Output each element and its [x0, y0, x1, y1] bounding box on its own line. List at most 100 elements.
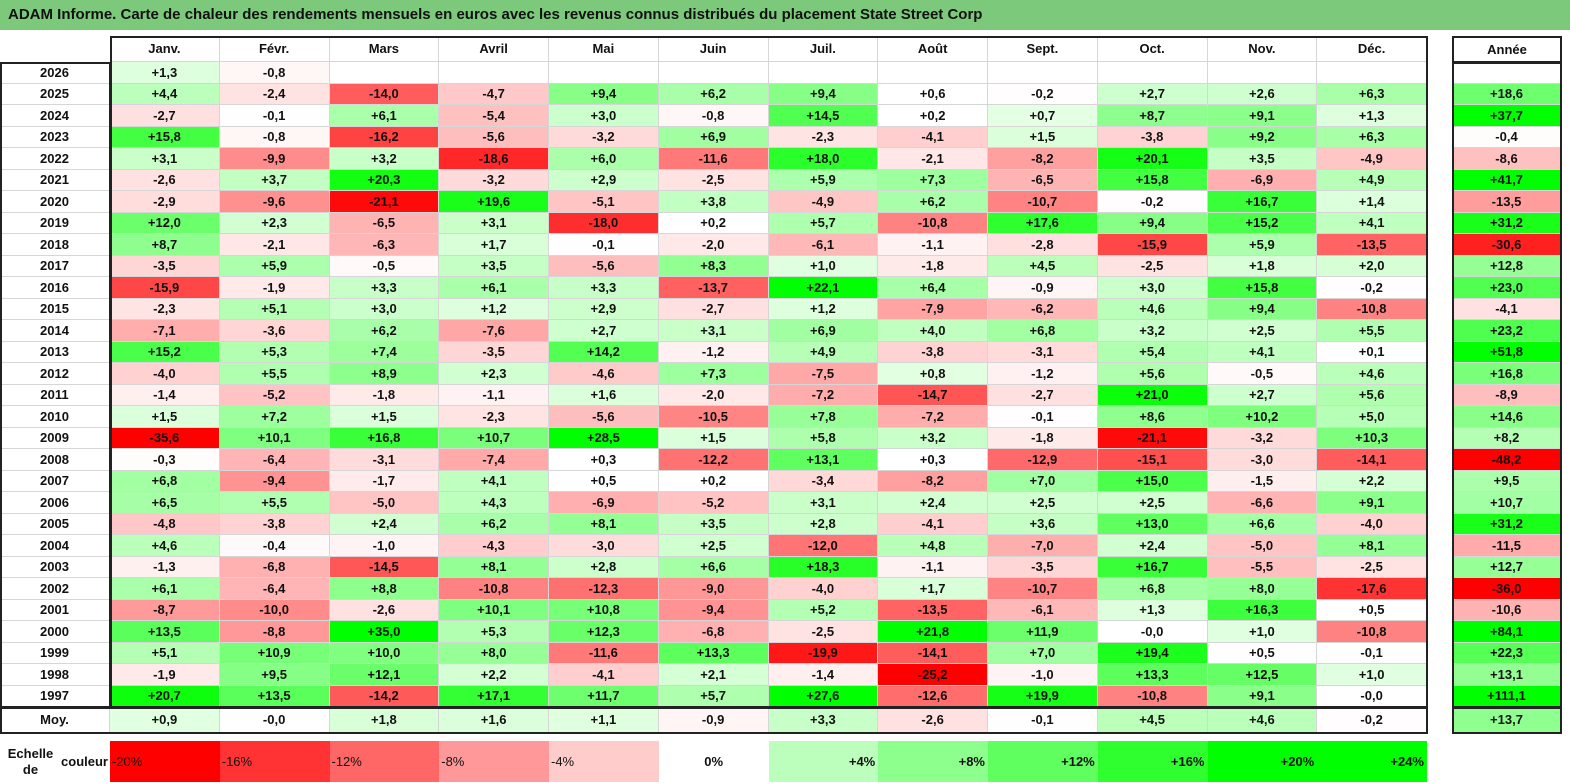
heatmap-cell: +1,7 — [439, 234, 549, 256]
heatmap-cell: -0,0 — [1097, 621, 1208, 643]
heatmap-cell: +13,0 — [1097, 513, 1208, 535]
heatmap-cell: +13,3 — [1097, 664, 1208, 686]
legend-label-line1: Echelle de — [7, 745, 54, 777]
heatmap-cell: +0,3 — [549, 449, 659, 471]
annual-cell: -30,6 — [1452, 234, 1562, 256]
heatmap-cell: -6,4 — [219, 578, 330, 600]
heatmap-cell: +17,1 — [439, 685, 549, 707]
heatmap-cell: +16,7 — [1097, 556, 1208, 578]
heatmap-cell: +2,9 — [549, 298, 659, 320]
heatmap-cell: -19,9 — [768, 642, 879, 664]
annual-cell: +31,2 — [1452, 513, 1562, 535]
heatmap-cell: +1,7 — [878, 578, 988, 600]
row-label-2021: 2021 — [0, 169, 110, 191]
heatmap-cell: -1,1 — [878, 234, 988, 256]
heatmap-cell: +15,8 — [110, 126, 220, 148]
heatmap-cell: +5,5 — [1317, 320, 1427, 342]
annual-cell: +10,7 — [1452, 492, 1562, 514]
heatmap-cell: +1,4 — [1317, 191, 1427, 213]
average-cell: +1,1 — [549, 707, 659, 733]
heatmap-cell: +0,2 — [658, 212, 769, 234]
heatmap-cell: -0,5 — [329, 255, 440, 277]
heatmap-cell: +2,2 — [1317, 470, 1427, 492]
average-annual-cell: +13,7 — [1452, 707, 1562, 733]
legend-stop: -16% — [219, 741, 330, 782]
heatmap-cell: -3,1 — [988, 341, 1098, 363]
annual-cell: +22,3 — [1452, 642, 1562, 664]
average-cell: +3,3 — [768, 707, 879, 733]
heatmap-cell: +2,3 — [439, 363, 549, 385]
heatmap-cell: -2,8 — [988, 234, 1098, 256]
heatmap-cell: +2,8 — [549, 556, 659, 578]
heatmap-cell: +20,3 — [329, 169, 440, 191]
heatmap-cell: +12,1 — [329, 664, 440, 686]
row-label-2011: 2011 — [0, 384, 110, 406]
heatmap-cell: -4,6 — [549, 363, 659, 385]
heatmap-cell: +6,6 — [1207, 513, 1318, 535]
heatmap-cell: -0,2 — [1097, 191, 1208, 213]
heatmap-cell: +9,5 — [219, 664, 330, 686]
heatmap-cell: -3,2 — [549, 126, 659, 148]
average-cell: +1,6 — [439, 707, 549, 733]
row-label-2001: 2001 — [0, 599, 110, 621]
heatmap-cell: +14,5 — [768, 105, 879, 127]
heatmap-cell: -2,3 — [110, 298, 220, 320]
heatmap-cell: -2,5 — [768, 621, 879, 643]
heatmap-cell — [768, 62, 879, 84]
column-header-11: Nov. — [1207, 36, 1318, 62]
heatmap-cell: -12,3 — [549, 578, 659, 600]
heatmap-cell: -9,4 — [219, 470, 330, 492]
heatmap-cell: +10,7 — [439, 427, 549, 449]
heatmap-cell: -2,9 — [110, 191, 220, 213]
heatmap-cell: -3,8 — [219, 513, 330, 535]
annual-cell: -8,9 — [1452, 384, 1562, 406]
heatmap-cell: +7,0 — [988, 642, 1098, 664]
heatmap-cell: +3,5 — [1207, 148, 1318, 170]
heatmap-cell: -1,9 — [219, 277, 330, 299]
heatmap-cell: -1,2 — [658, 341, 769, 363]
heatmap-cell: +7,4 — [329, 341, 440, 363]
heatmap-cell: +10,1 — [439, 599, 549, 621]
heatmap-cell: +0,5 — [1207, 642, 1318, 664]
heatmap-cell: +7,3 — [658, 363, 769, 385]
heatmap-cell: -3,2 — [439, 169, 549, 191]
row-label-2024: 2024 — [0, 105, 110, 127]
heatmap-cell: -14,7 — [878, 384, 988, 406]
heatmap-cell: -4,1 — [549, 664, 659, 686]
heatmap-cell: +6,8 — [110, 470, 220, 492]
heatmap-cell: -3,1 — [329, 449, 440, 471]
heatmap-cell: +20,1 — [1097, 148, 1208, 170]
heatmap-cell: +3,1 — [439, 212, 549, 234]
heatmap-cell: -6,8 — [219, 556, 330, 578]
heatmap-cell: +6,5 — [110, 492, 220, 514]
annual-cell: -48,2 — [1452, 449, 1562, 471]
heatmap-cell: -13,5 — [878, 599, 988, 621]
heatmap-cell: +2,4 — [329, 513, 440, 535]
heatmap-cell: +1,5 — [658, 427, 769, 449]
heatmap-cell: +2,6 — [1207, 83, 1318, 105]
heatmap-cell: +3,8 — [658, 191, 769, 213]
annual-cell: -10,6 — [1452, 599, 1562, 621]
heatmap-cell: +15,8 — [1097, 169, 1208, 191]
heatmap-cell: -6,1 — [988, 599, 1098, 621]
heatmap-cell: +4,1 — [1207, 341, 1318, 363]
heatmap-cell: +7,3 — [878, 169, 988, 191]
heatmap-cell: -9,0 — [658, 578, 769, 600]
heatmap-cell: -0,1 — [988, 406, 1098, 428]
column-header-3: Mars — [329, 36, 440, 62]
heatmap-cell: -5,1 — [549, 191, 659, 213]
heatmap-cell: -1,1 — [878, 556, 988, 578]
column-header-1: Janv. — [110, 36, 220, 62]
heatmap-cell: +28,5 — [549, 427, 659, 449]
heatmap-cell: -17,6 — [1317, 578, 1427, 600]
heatmap-cell: -8,7 — [110, 599, 220, 621]
column-header-6: Juin — [658, 36, 769, 62]
heatmap-cell: +4,1 — [1317, 212, 1427, 234]
heatmap-cell — [439, 62, 549, 84]
row-label-2005: 2005 — [0, 513, 110, 535]
heatmap-cell: -15,9 — [110, 277, 220, 299]
heatmap-cell: +8,3 — [658, 255, 769, 277]
annual-cell: -0,4 — [1452, 126, 1562, 148]
row-label-2009: 2009 — [0, 427, 110, 449]
